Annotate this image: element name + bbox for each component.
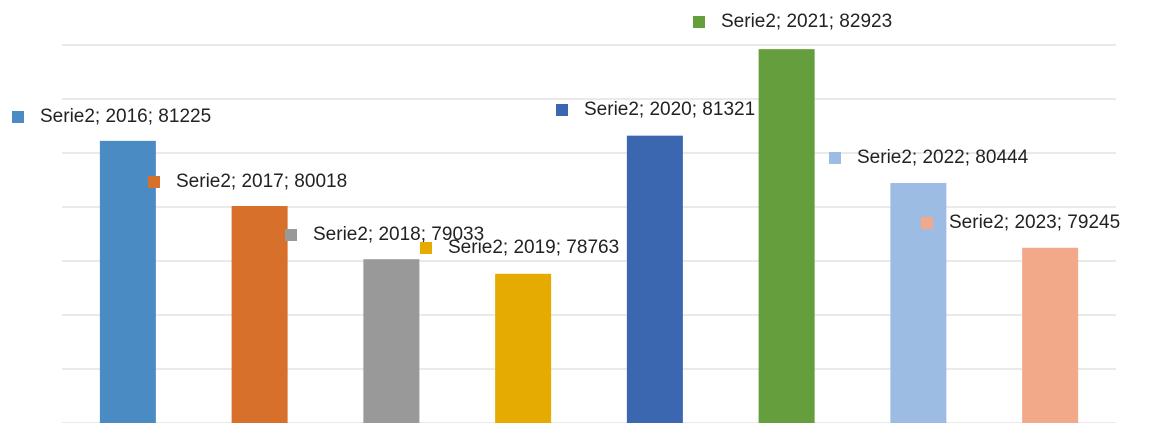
- bar: [1022, 247, 1079, 423]
- data-label: Serie2; 2023; 79245: [949, 212, 1120, 233]
- label-marker: [285, 229, 297, 241]
- data-label: Serie2; 2018; 79033: [313, 224, 484, 245]
- bar: [495, 273, 552, 423]
- data-label: Serie2; 2017; 80018: [176, 171, 347, 192]
- data-label: Serie2; 2021; 82923: [721, 11, 892, 32]
- label-marker: [420, 242, 432, 254]
- bar: [626, 135, 683, 423]
- bar: [231, 206, 288, 423]
- bar: [363, 259, 420, 423]
- label-marker: [148, 176, 160, 188]
- data-label: Serie2; 2019; 78763: [448, 237, 619, 258]
- label-marker: [693, 16, 705, 28]
- data-label: Serie2; 2022; 80444: [857, 147, 1029, 168]
- data-label: Serie2; 2016; 81225: [40, 106, 211, 127]
- bar: [99, 140, 156, 423]
- label-marker: [12, 111, 24, 123]
- label-marker: [829, 152, 841, 164]
- data-label: Serie2; 2020; 81321: [584, 99, 755, 120]
- bar: [758, 49, 815, 423]
- label-marker: [556, 104, 568, 116]
- bar: [890, 183, 947, 423]
- label-marker: [921, 217, 933, 229]
